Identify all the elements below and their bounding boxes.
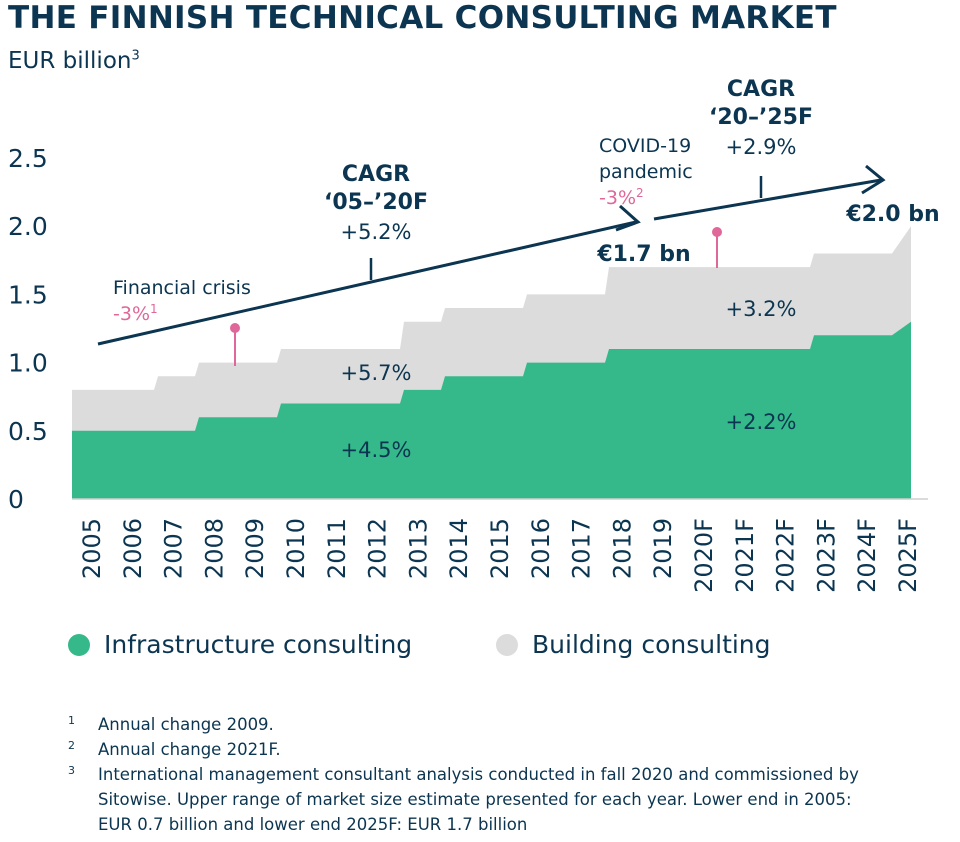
legend-swatch-building <box>496 633 518 656</box>
unit-label: EUR billion3 <box>8 48 140 74</box>
legend-swatch-infrastructure <box>68 633 90 656</box>
financial-crisis-label: Financial crisis <box>113 277 251 299</box>
y-tick-label: 0.5 <box>8 417 48 446</box>
cagr2-value: +2.9% <box>726 135 797 159</box>
cagr1-period: ‘05–’20F <box>324 190 428 215</box>
cagr-arrow-1 <box>97 204 641 346</box>
financial-crisis-marker <box>230 323 240 366</box>
x-tick-label: 2022F <box>772 518 800 593</box>
financial-crisis-change: -3%1 <box>113 302 158 325</box>
covid-marker <box>712 227 722 268</box>
cagr1-value: +5.2% <box>341 220 412 244</box>
x-tick-label: 2005 <box>78 518 106 579</box>
building-growth-2: +3.2% <box>726 297 797 321</box>
total-2019-label: €1.7 bn <box>596 242 690 267</box>
infra-growth-1: +4.5% <box>341 438 412 462</box>
x-tick-label: 2020F <box>690 518 718 593</box>
legend-building: Building consulting <box>496 630 771 659</box>
total-2025-label: €2.0 bn <box>845 202 939 227</box>
legend-infrastructure: Infrastructure consulting <box>68 630 412 659</box>
y-tick-label: 0 <box>8 485 24 514</box>
infra-growth-2: +2.2% <box>726 410 797 434</box>
x-tick-label: 2018 <box>608 518 636 579</box>
y-tick-label: 1.0 <box>8 349 48 378</box>
legend-label-infrastructure: Infrastructure consulting <box>104 630 413 659</box>
x-tick-label: 2021F <box>731 518 759 593</box>
cagr-arrow-2 <box>653 164 886 221</box>
x-tick-label: 2015 <box>486 518 514 579</box>
footnote-1: 1 Annual change 2009. <box>68 714 274 734</box>
x-tick-label: 2008 <box>200 518 228 579</box>
footnote-2: 2 Annual change 2021F. <box>68 739 281 759</box>
x-tick-label: 2010 <box>282 518 310 579</box>
x-tick-label: 2024F <box>853 518 881 593</box>
covid-label-line2: pandemic <box>599 161 693 183</box>
x-tick-label: 2013 <box>404 518 432 579</box>
covid-label-line1: COVID-19 <box>599 135 691 157</box>
cagr2-period: ‘20–’25F <box>709 105 813 130</box>
x-tick-label: 2009 <box>241 518 269 579</box>
x-tick-label: 2023F <box>812 518 840 593</box>
cagr1-heading: CAGR <box>342 162 410 187</box>
legend-label-building: Building consulting <box>532 630 771 659</box>
x-tick-label: 2016 <box>527 518 555 579</box>
x-tick-label: 2019 <box>649 518 677 579</box>
x-tick-label: 2007 <box>160 518 188 579</box>
x-tick-label: 2011 <box>323 518 351 579</box>
covid-change: -3%2 <box>599 186 644 209</box>
footnote-3: 3 International management consultant an… <box>68 764 859 834</box>
building-growth-1: +5.7% <box>341 361 412 385</box>
chart-title: THE FINNISH TECHNICAL CONSULTING MARKET <box>8 0 837 36</box>
cagr2-heading: CAGR <box>727 77 795 102</box>
y-tick-label: 2.5 <box>8 144 48 173</box>
market-area-chart: 0 0.5 1.0 1.5 2.0 2.5 2005 2006 2007 2008 2009 201… <box>8 77 940 593</box>
x-tick-label: 2017 <box>568 518 596 579</box>
x-tick-label: 2012 <box>364 518 392 579</box>
x-tick-label: 2006 <box>119 518 147 579</box>
y-tick-label: 2.0 <box>8 212 48 241</box>
infrastructure-consulting-area <box>72 321 911 499</box>
x-tick-label: 2025F <box>894 518 922 593</box>
x-tick-label: 2014 <box>445 518 473 579</box>
y-tick-label: 1.5 <box>8 280 48 309</box>
footnotes: 1 Annual change 2009. 2 Annual change 20… <box>68 712 888 837</box>
